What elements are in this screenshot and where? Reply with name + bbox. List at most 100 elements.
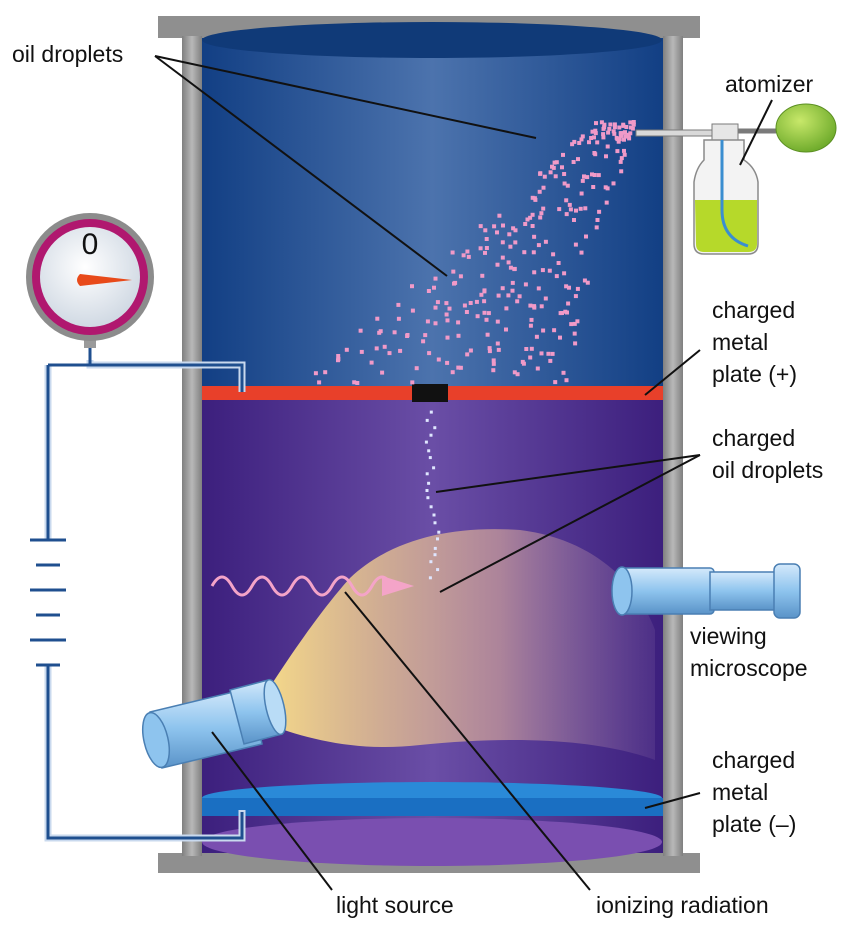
oil-droplet [547,268,552,273]
oil-droplet [606,130,611,135]
oil-droplet [506,260,511,265]
charged-oil-droplet [425,489,429,492]
oil-droplet [602,122,607,127]
charged-oil-droplet [433,426,437,430]
oil-droplet [532,304,537,309]
oil-droplet [423,333,428,338]
oil-droplet [590,129,595,134]
oil-droplet [484,317,489,322]
oil-droplet [612,131,617,136]
oil-droplet [541,206,546,211]
oil-droplet [414,366,419,371]
oil-droplet [530,195,535,200]
oil-droplet [508,265,513,270]
oil-droplet [496,293,501,298]
oil-droplet [528,323,533,328]
oil-droplet [464,310,469,314]
frame-right-post [663,36,683,856]
oil-droplet [396,302,401,307]
oil-droplet [564,212,569,217]
viewing-microscope [611,563,801,619]
oil-droplet [512,267,517,272]
oil-droplet [552,328,557,333]
voltmeter-gauge: 0 [26,213,154,348]
oil-droplet [491,361,496,366]
oil-droplet [323,370,328,375]
label-microscope-line-2: microscope [690,655,808,681]
oil-droplet [451,269,456,274]
oil-droplet [552,160,557,165]
oil-droplet [579,250,584,255]
oil-droplet [615,149,620,154]
oil-droplet [495,319,500,324]
oil-droplet [592,135,596,140]
oil-droplet [583,206,588,211]
oil-droplet [608,122,613,127]
oil-droplet [617,125,622,130]
oil-droplet [622,152,627,157]
oil-droplet [573,294,578,299]
oil-droplet [515,372,520,377]
oil-droplet [358,328,363,333]
oil-droplet [359,349,364,354]
upper-chamber-lid [202,22,662,58]
oil-droplet [528,303,533,308]
oil-droplet [450,250,455,255]
leader-charged-droplets-a [435,454,701,493]
upper-chamber [202,22,663,388]
oil-droplet [627,136,632,141]
oil-droplet [582,278,587,283]
oil-droplet [433,305,438,310]
oil-droplet [585,280,590,285]
charged-oil-droplet [436,568,440,572]
oil-droplet [594,121,598,126]
oil-droplet [495,230,499,235]
leader-charged-droplets-b [439,454,701,593]
oil-droplet [548,170,553,175]
label-charged-droplets-line-2: oil droplets [712,457,823,483]
oil-droplet [567,202,572,207]
leader-oil-droplets-a [154,55,537,139]
lower-chamber-floor [202,818,662,866]
label-microscope-line-1: viewing [690,623,767,649]
oil-droplet [500,255,505,260]
charged-oil-droplet [429,433,433,437]
oil-droplet [520,359,525,364]
oil-droplet [405,333,410,337]
oil-droplet [622,137,626,142]
oil-droplet [465,249,470,254]
oil-droplet [317,380,322,385]
oil-droplet [532,234,537,239]
wire-top [88,346,244,392]
oil-droplet [614,135,619,140]
oil-droplet [500,240,505,245]
oil-droplet [496,347,501,352]
oil-droplet [313,371,318,376]
oil-droplet [572,321,577,326]
label-negative-plate-line-3: plate (–) [712,811,796,837]
oil-droplet [387,351,392,356]
oil-droplet [461,253,466,258]
oil-droplet [617,137,622,142]
oil-droplet [612,125,617,130]
light-source-lens [263,678,287,736]
charged-oil-droplet [429,560,433,564]
oil-droplet [482,299,487,304]
oil-droplet [601,135,606,140]
oil-droplet [582,174,587,179]
oil-droplet [628,120,633,125]
oil-droplet [478,224,483,229]
battery [30,538,66,667]
oil-droplet [575,286,580,291]
oil-droplet [570,142,575,147]
oil-droplet [554,274,559,279]
charged-oil-droplet [427,449,431,453]
oil-droplet [369,360,374,365]
oil-droplet [611,129,616,134]
oil-droplet [624,125,629,129]
oil-droplet [504,306,509,311]
oil-droplet [485,332,490,337]
oil-droplet [622,148,626,153]
oil-droplet [375,316,380,321]
